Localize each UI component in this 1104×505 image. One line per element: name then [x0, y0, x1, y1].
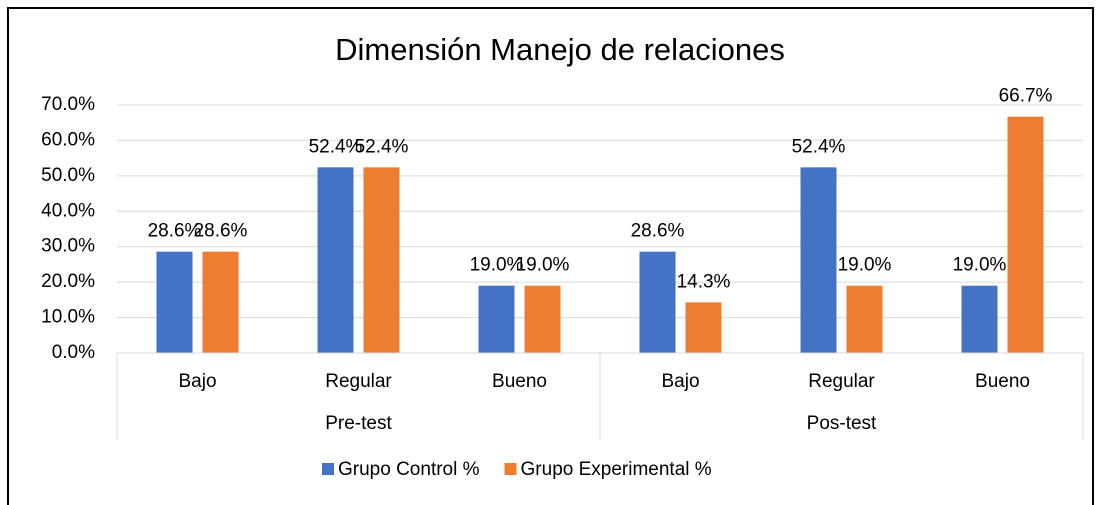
bar: [156, 251, 193, 353]
data-label: 52.4%: [355, 136, 409, 157]
legend-label: Grupo Control %: [338, 459, 480, 480]
bar: [202, 251, 239, 353]
group-label: Pre-test: [325, 413, 392, 434]
data-label: 28.6%: [631, 221, 685, 242]
bar: [685, 302, 722, 353]
legend-swatch: [322, 463, 334, 475]
data-label: 66.7%: [999, 86, 1053, 107]
legend-label: Grupo Experimental %: [521, 459, 712, 480]
bar: [639, 251, 676, 353]
data-label: 19.0%: [953, 255, 1007, 276]
data-label: 14.3%: [677, 271, 731, 292]
x-tick-label: Bajo: [661, 371, 699, 392]
y-tick-label: 40.0%: [41, 200, 95, 221]
group-label: Pos-test: [807, 413, 877, 434]
bar: [363, 167, 400, 353]
x-tick-label: Bueno: [975, 371, 1030, 392]
y-tick-label: 20.0%: [41, 271, 95, 292]
bar: [478, 285, 515, 353]
data-label: 19.0%: [516, 255, 570, 276]
y-tick-label: 30.0%: [41, 236, 95, 257]
y-tick-label: 0.0%: [52, 342, 95, 363]
x-tick-label: Bajo: [178, 371, 216, 392]
y-tick-label: 60.0%: [41, 129, 95, 150]
data-label: 52.4%: [309, 136, 363, 157]
bar: [961, 285, 998, 353]
y-tick-label: 50.0%: [41, 165, 95, 186]
data-label: 52.4%: [792, 136, 846, 157]
bar: [524, 285, 561, 353]
x-tick-label: Regular: [808, 371, 875, 392]
bar: [1007, 116, 1044, 353]
y-tick-label: 10.0%: [41, 307, 95, 328]
data-label: 28.6%: [194, 221, 248, 242]
bar: [800, 167, 837, 353]
chart-title: Dimensión Manejo de relaciones: [335, 32, 785, 67]
chart-border: [7, 7, 1094, 505]
bar: [846, 285, 883, 353]
x-tick-label: Bueno: [492, 371, 547, 392]
x-tick-label: Regular: [325, 371, 392, 392]
bar: [317, 167, 354, 353]
data-label: 28.6%: [148, 221, 202, 242]
data-label: 19.0%: [838, 255, 892, 276]
data-label: 19.0%: [470, 255, 524, 276]
legend-swatch: [504, 463, 517, 475]
y-tick-label: 70.0%: [41, 94, 95, 115]
